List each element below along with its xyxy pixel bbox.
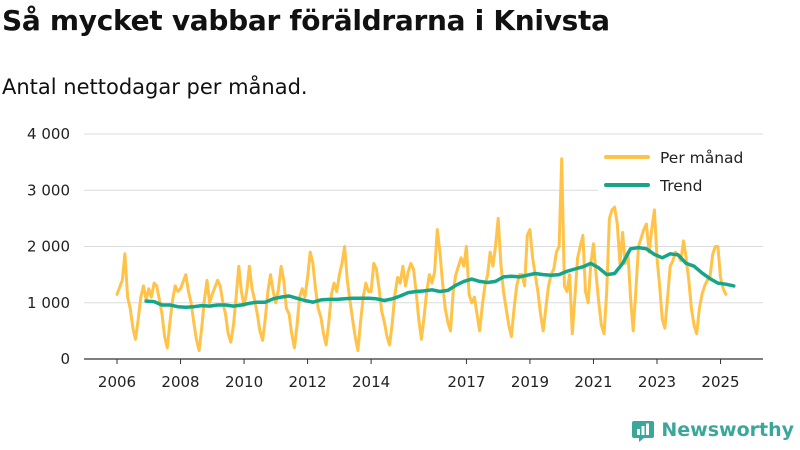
series-line-per-manad (115, 157, 728, 353)
brand-logo: Newsworthy (631, 418, 794, 442)
brand-name: Newsworthy (661, 419, 794, 441)
chart-title: Så mycket vabbar föräldrarna i Knivsta (2, 4, 610, 37)
x-tick-label: 2008 (161, 373, 199, 391)
x-tick-label: 2010 (225, 373, 263, 391)
bar-chart-logo-icon (632, 421, 655, 442)
y-axis: 0 1 000 2 000 3 000 4 000 (27, 125, 70, 368)
x-tick-label: 2017 (447, 373, 485, 391)
x-tick-label: 2023 (638, 373, 676, 391)
legend-background (598, 140, 770, 204)
legend-label-trend: Trend (659, 177, 702, 195)
x-tick-label: 2019 (511, 373, 549, 391)
y-tick-label: 2 000 (27, 238, 70, 256)
series-line-trend (144, 245, 736, 310)
y-tick-label: 4 000 (27, 125, 70, 143)
legend-label-per-manad: Per månad (660, 149, 743, 167)
legend: Per månad Trend (598, 140, 770, 204)
y-tick-label: 3 000 (27, 181, 70, 199)
y-tick-label: 1 000 (27, 294, 70, 312)
y-tick-label: 0 (60, 350, 70, 368)
x-axis: 2006 2008 2010 2012 2014 2017 2019 2021 2023 2025 (84, 358, 763, 391)
x-tick-label: 2025 (701, 373, 739, 391)
chart-subtitle: Antal nettodagar per månad. (2, 75, 308, 99)
x-tick-label: 2014 (352, 373, 390, 391)
plot-area (115, 157, 736, 353)
x-tick-label: 2012 (288, 373, 326, 391)
x-tick-label: 2021 (574, 373, 612, 391)
x-tick-label: 2006 (98, 373, 136, 391)
